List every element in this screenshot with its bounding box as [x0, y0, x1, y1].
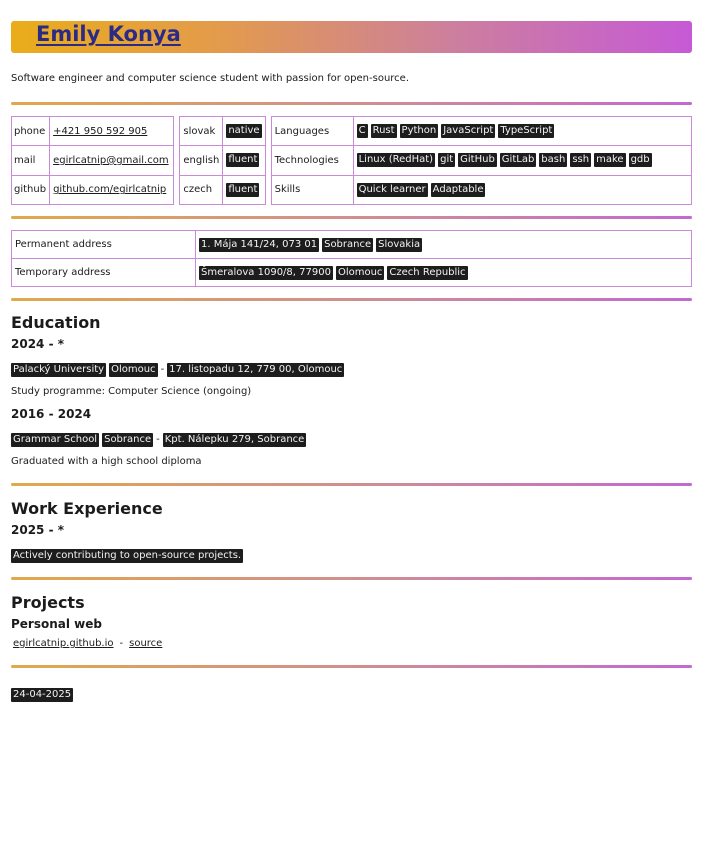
skill-tag: TypeScript	[498, 124, 555, 139]
project-links: egirlcatnip.github.io - source	[11, 638, 692, 649]
address-row-permanent: Permanent address 1. Mája 141/24, 073 01…	[11, 230, 692, 259]
footer-date-row: 24-04-2025	[11, 682, 692, 702]
education-note: Graduated with a high school diploma	[11, 456, 202, 467]
language-row: slovak native	[179, 115, 266, 147]
divider	[11, 216, 692, 219]
skills-row-technologies: Technologies Linux (RedHat) git GitHub GitL…	[270, 145, 693, 176]
project-site-link[interactable]: egirlcatnip.github.io	[13, 638, 114, 649]
education-period: 2016 - 2024	[11, 407, 92, 421]
mail-link[interactable]: egirlcatnip@gmail.com	[53, 154, 169, 166]
address-tag: Šmeralova 1090/8, 77900	[199, 265, 333, 280]
work-heading: Work Experience	[11, 499, 163, 518]
address-table: Permanent address 1. Mája 141/24, 073 01…	[11, 230, 692, 287]
tagline: Software engineer and computer science s…	[11, 73, 410, 84]
school-tag: Grammar School	[11, 433, 100, 447]
divider	[11, 577, 692, 580]
contact-label: mail	[10, 145, 51, 176]
projects-heading: Projects	[11, 593, 85, 612]
address-row-temporary: Temporary address Šmeralova 1090/8, 7790…	[11, 258, 692, 287]
skill-tag: gdb	[628, 153, 652, 168]
phone-link[interactable]: +421 950 592 905	[53, 125, 148, 137]
name-title[interactable]: Emily Konya	[36, 22, 181, 46]
address-tag: Czech Republic	[387, 265, 468, 280]
skills-row-skills: Skills Quick learner Adaptable	[270, 174, 693, 206]
contact-table: phone +421 950 592 905 mail egirlcatnip@…	[10, 115, 175, 206]
skills-table: Languages C Rust Python JavaScript TypeScrip…	[270, 115, 693, 206]
skill-tag: Python	[399, 124, 439, 139]
skill-tag: GitLab	[499, 153, 537, 168]
language-name: slovak	[179, 115, 224, 147]
address-tag: Slovakia	[376, 237, 423, 252]
work-entry: Actively contributing to open-source pro…	[11, 543, 692, 563]
skill-tag: GitHub	[458, 153, 497, 168]
address-tag: Sobrance	[322, 237, 374, 252]
info-row: phone +421 950 592 905 mail egirlcatnip@…	[10, 115, 693, 206]
language-level-badge: native	[226, 124, 262, 139]
language-name: czech	[179, 174, 224, 206]
contact-row-github: github github.com/egirlcatnip	[10, 174, 175, 206]
divider	[11, 298, 692, 301]
address-tag: Kpt. Nálepku 279, Sobrance	[162, 433, 307, 447]
divider	[11, 102, 692, 105]
work-period: 2025 - *	[11, 523, 65, 537]
separator: -	[156, 434, 160, 445]
divider	[11, 665, 692, 668]
skills-label: Skills	[270, 174, 354, 206]
skill-tag: ssh	[570, 153, 592, 168]
skill-tag: make	[594, 153, 626, 168]
address-tag: Olomouc	[335, 265, 385, 280]
skill-tag: Linux (RedHat)	[356, 153, 436, 168]
address-tag: 17. listopadu 12, 779 00, Olomouc	[167, 363, 345, 377]
date-badge: 24-04-2025	[11, 688, 74, 702]
language-name: english	[179, 145, 224, 176]
skills-label: Technologies	[270, 145, 354, 176]
city-tag: Sobrance	[102, 433, 154, 447]
language-row: czech fluent	[179, 174, 266, 206]
education-entry: Palacký University Olomouc -17. listopadu …	[11, 357, 692, 377]
address-label: Permanent address	[11, 230, 196, 259]
divider	[11, 483, 692, 486]
skill-tag: C	[356, 124, 368, 139]
separator: -	[119, 638, 124, 649]
project-name: Personal web	[11, 617, 102, 631]
education-heading: Education	[11, 313, 101, 332]
contact-label: github	[10, 174, 51, 206]
contact-label: phone	[10, 115, 51, 147]
skills-label: Languages	[270, 115, 354, 147]
education-note: Study programme: Computer Science (ongoi…	[11, 386, 252, 397]
language-level-badge: fluent	[226, 153, 260, 168]
github-link[interactable]: github.com/egirlcatnip	[53, 184, 167, 196]
separator: -	[160, 364, 165, 375]
address-tag: 1. Mája 141/24, 073 01	[199, 237, 320, 252]
contact-row-phone: phone +421 950 592 905	[10, 115, 175, 147]
city-tag: Olomouc	[109, 363, 158, 377]
skill-tag: Rust	[370, 124, 397, 139]
education-entry: Grammar School Sobrance - Kpt. Nálepku 279,…	[11, 427, 692, 447]
spoken-languages-table: slovak native english fluent czech fluen…	[179, 115, 266, 206]
skill-tag: bash	[539, 153, 568, 168]
name-header: Emily Konya	[11, 21, 692, 53]
language-level-badge: fluent	[226, 182, 260, 197]
contact-row-mail: mail egirlcatnip@gmail.com	[10, 145, 175, 176]
address-label: Temporary address	[11, 258, 196, 287]
language-row: english fluent	[179, 145, 266, 176]
cv-page: Emily Konya Software engineer and comput…	[10, 21, 693, 702]
skill-tag: JavaScript	[441, 124, 496, 139]
skill-tag: git	[438, 153, 456, 168]
skill-tag: Quick learner	[356, 182, 428, 197]
work-description: Actively contributing to open-source pro…	[11, 549, 244, 563]
education-period: 2024 - *	[11, 337, 65, 351]
skill-tag: Adaptable	[430, 182, 486, 197]
skills-row-languages: Languages C Rust Python JavaScript TypeScrip…	[270, 115, 693, 147]
project-source-link[interactable]: source	[129, 638, 163, 649]
school-tag: Palacký University	[11, 363, 107, 377]
